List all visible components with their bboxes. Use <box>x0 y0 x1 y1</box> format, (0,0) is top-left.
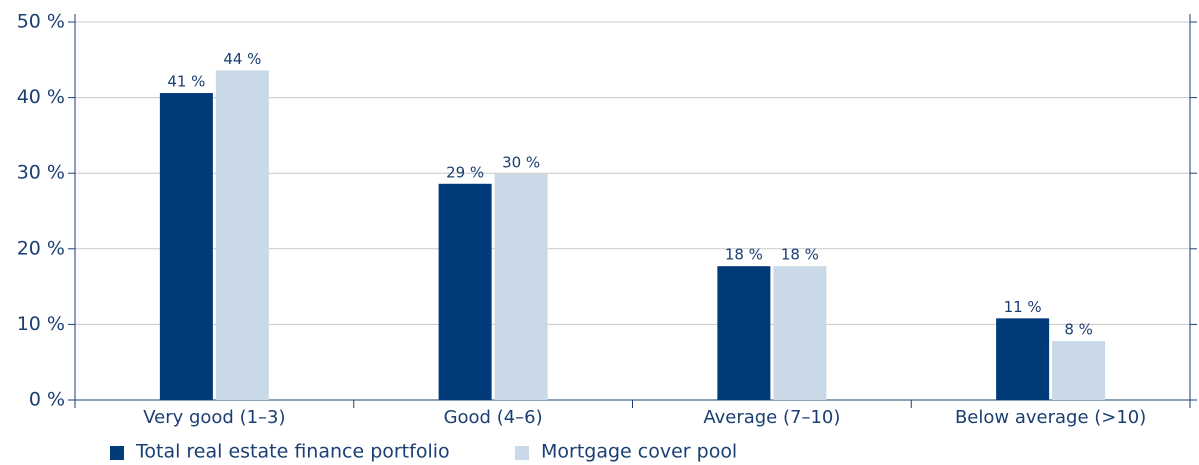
x-tick-label: Average (7–10) <box>703 407 840 428</box>
value-label: 18 % <box>725 246 763 264</box>
y-tick-label: 40 % <box>17 86 65 108</box>
legend-swatch <box>110 446 124 460</box>
legend-label: Mortgage cover pool <box>541 441 737 463</box>
value-label: 41 % <box>167 73 205 91</box>
bar <box>1052 341 1106 400</box>
bar <box>717 266 771 400</box>
bar <box>159 93 213 401</box>
bar <box>215 70 269 400</box>
bar <box>494 173 548 400</box>
legend-label: Total real estate finance portfolio <box>135 441 450 463</box>
y-tick-label: 0 % <box>29 389 65 411</box>
legend-swatch <box>515 446 529 460</box>
y-tick-label: 30 % <box>17 162 65 184</box>
value-label: 8 % <box>1064 321 1093 339</box>
y-tick-label: 10 % <box>17 313 65 335</box>
value-label: 44 % <box>223 50 261 68</box>
y-tick-label: 20 % <box>17 237 65 259</box>
value-label: 11 % <box>1004 298 1042 316</box>
x-tick-label: Below average (>10) <box>955 407 1146 428</box>
x-tick-label: Very good (1–3) <box>143 407 285 428</box>
bar <box>438 183 492 400</box>
value-label: 18 % <box>781 246 819 264</box>
x-tick-label: Good (4–6) <box>444 407 543 428</box>
value-label: 30 % <box>502 153 540 171</box>
value-label: 29 % <box>446 163 484 181</box>
y-tick-label: 50 % <box>17 11 65 33</box>
bar <box>773 266 827 400</box>
bar <box>996 318 1050 400</box>
